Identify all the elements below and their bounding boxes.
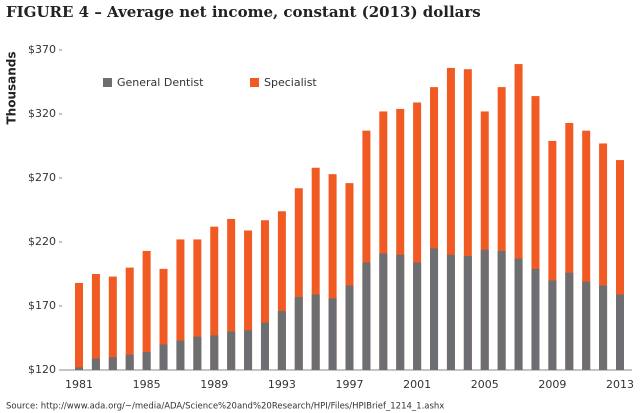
bar: [108, 357, 117, 370]
bar: [159, 268, 168, 370]
bar: [345, 285, 354, 370]
bar: [176, 340, 185, 370]
bar: [480, 249, 489, 370]
bar: [244, 230, 253, 370]
legend-label: General Dentist: [117, 76, 204, 89]
bar: [210, 335, 219, 370]
bar: [125, 354, 134, 370]
bar: [514, 64, 523, 370]
bar: [396, 108, 405, 370]
bar: [142, 250, 151, 370]
x-tick-label: 1981: [65, 378, 93, 391]
legend-swatch: [250, 78, 259, 87]
legend-swatch: [103, 78, 112, 87]
bar: [599, 285, 608, 370]
bar: [227, 331, 236, 370]
x-tick-label: 1989: [200, 378, 228, 391]
y-tick-label: $220: [28, 235, 56, 248]
bar: [345, 183, 354, 370]
y-tick-label: $320: [28, 107, 56, 120]
bar: [91, 274, 100, 370]
bar: [548, 140, 557, 370]
bar: [480, 111, 489, 370]
bar: [463, 256, 472, 370]
bar: [497, 250, 506, 370]
bar: [277, 311, 286, 370]
y-tick-label: $270: [28, 171, 56, 184]
bar: [294, 297, 303, 370]
bar: [396, 254, 405, 370]
x-tick-label: 2005: [471, 378, 499, 391]
bar: [328, 174, 337, 370]
x-tick-label: 2001: [403, 378, 431, 391]
source-note: Source: http://www.ada.org/~/media/ADA/S…: [6, 402, 444, 412]
bar: [260, 322, 269, 370]
x-tick-label: 1997: [336, 378, 364, 391]
bar: [497, 87, 506, 371]
bar: [244, 330, 253, 370]
bar: [446, 67, 455, 371]
bar: [379, 111, 388, 370]
bar: [565, 122, 574, 371]
bar: [142, 352, 151, 370]
bar: [616, 294, 624, 370]
bar: [582, 130, 591, 370]
bar: [75, 367, 83, 370]
bar: [176, 239, 185, 370]
bar: [379, 253, 388, 370]
bar: [311, 167, 320, 370]
bar: [565, 272, 574, 370]
x-tick-label: 1993: [268, 378, 296, 391]
x-tick-label: 1985: [133, 378, 161, 391]
bar: [430, 248, 439, 370]
bar: [446, 254, 455, 370]
bar: [531, 96, 540, 370]
bar: [413, 262, 422, 370]
x-tick-label: 2009: [538, 378, 566, 391]
bar: [294, 188, 303, 370]
y-axis-label: Thousands: [5, 51, 19, 124]
bar: [193, 336, 202, 370]
bar: [277, 211, 286, 370]
bar: [328, 298, 337, 370]
bar: [362, 130, 371, 370]
bar: [362, 262, 371, 370]
bar: [582, 281, 591, 370]
bar: [531, 268, 540, 370]
y-tick-label: $170: [28, 299, 56, 312]
bar: [430, 87, 439, 371]
bar: [75, 282, 83, 370]
bar: [514, 258, 523, 370]
bar: [616, 160, 624, 370]
bar: [125, 267, 134, 370]
bar: [210, 226, 219, 370]
bar: [91, 358, 100, 370]
bar: [159, 344, 168, 370]
y-tick-label: $370: [28, 43, 56, 56]
bar: [413, 102, 422, 370]
bar: [260, 220, 269, 370]
x-tick-label: 2013: [606, 378, 634, 391]
y-tick-label: $120: [28, 363, 56, 376]
bar: [599, 143, 608, 370]
bar: [463, 69, 472, 370]
bar: [548, 280, 557, 370]
bar: [311, 294, 320, 370]
bar: [193, 239, 202, 370]
chart-title: FIGURE 4 – Average net income, constant …: [6, 3, 481, 21]
bar: [108, 276, 117, 370]
legend-label: Specialist: [264, 76, 317, 89]
bar: [227, 218, 236, 370]
